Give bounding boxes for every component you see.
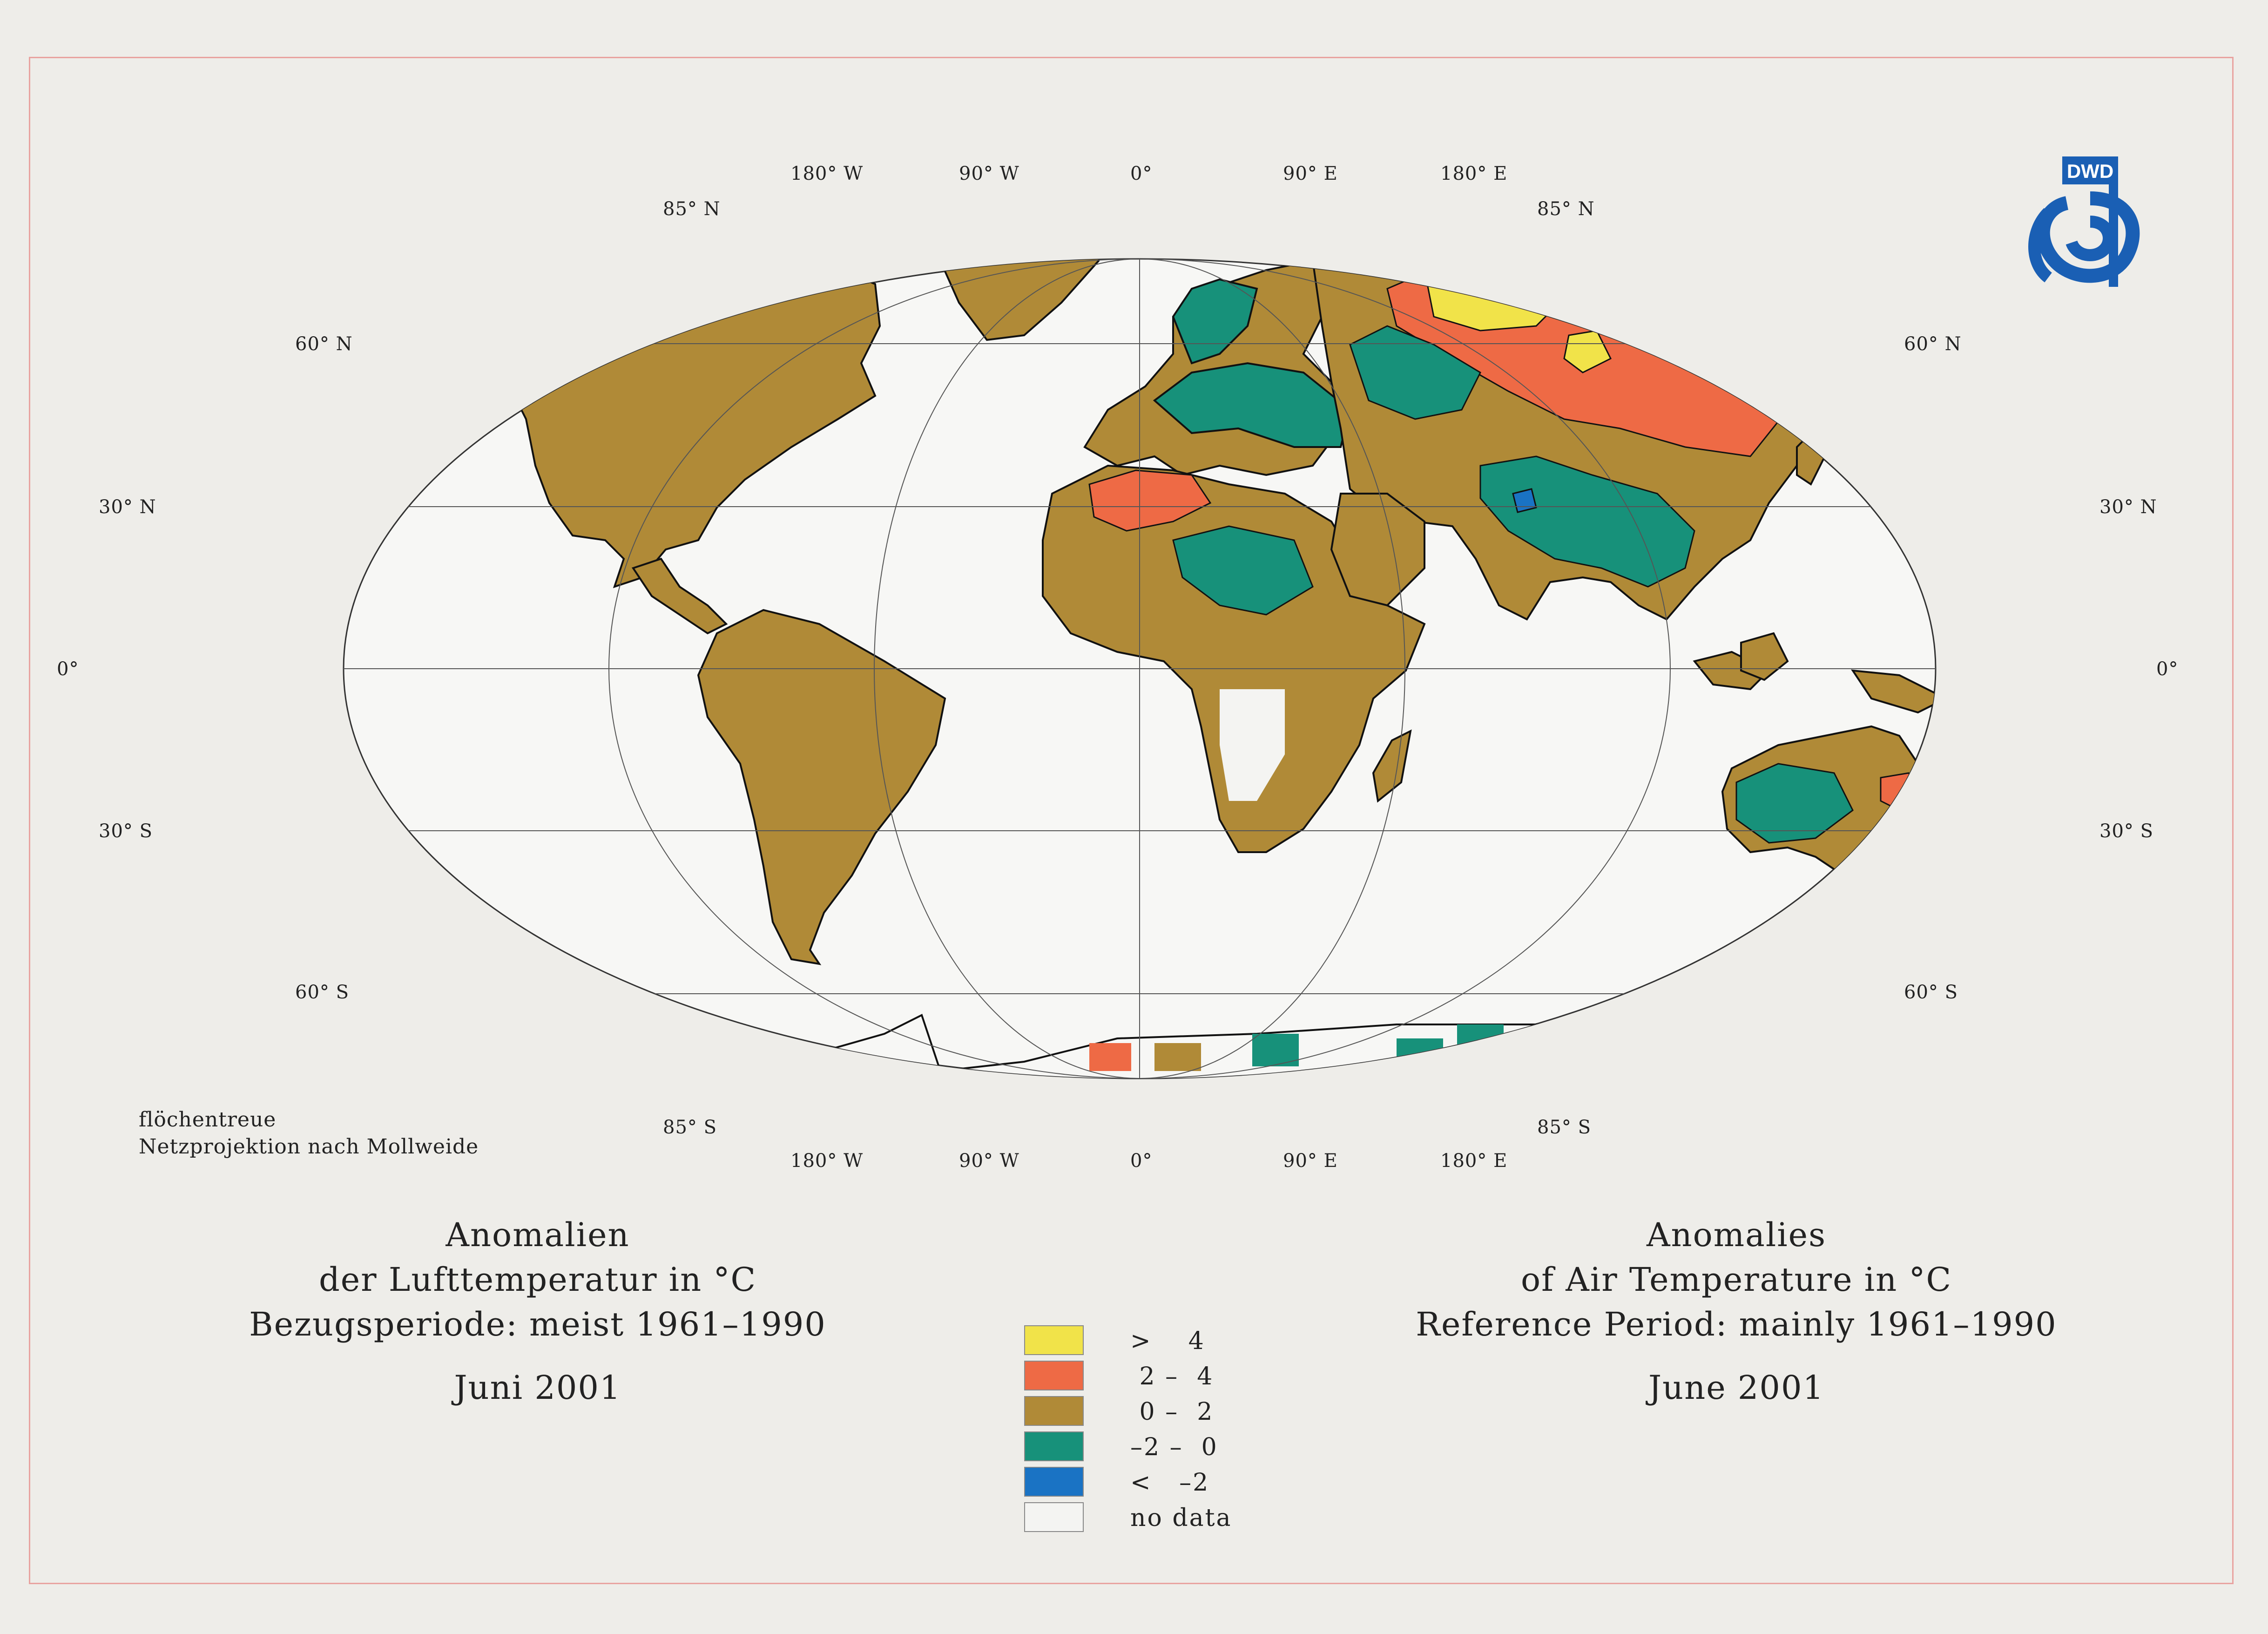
lat-label-left: 85° S xyxy=(663,1117,717,1138)
title-de-line3: Bezugsperiode: meist 1961–1990 xyxy=(196,1302,880,1347)
lon-label-bottom: 180° W xyxy=(790,1150,863,1172)
region-far-east-cool xyxy=(1713,289,1843,373)
legend-swatch xyxy=(1024,1431,1084,1461)
lat-label-left: 30° S xyxy=(99,820,153,842)
lon-label-top: 180° E xyxy=(1440,163,1507,184)
legend-swatch xyxy=(1024,1325,1084,1355)
legend-row: > 4 xyxy=(1024,1325,1285,1355)
lat-label-right: 60° N xyxy=(1904,333,1962,355)
lat-label-right: 30° N xyxy=(2099,496,2157,518)
region-antarctica-warm xyxy=(1089,1043,1131,1071)
legend-row: 0 – 2 xyxy=(1024,1396,1285,1426)
projection-note-line: Netzprojektion nach Mollweide xyxy=(139,1133,479,1160)
legend-label: no data xyxy=(1130,1504,1232,1532)
title-en-line3: Reference Period: mainly 1961–1990 xyxy=(1341,1302,2132,1347)
title-de-date: Juni 2001 xyxy=(196,1365,880,1410)
lat-label-right: 0° xyxy=(2156,658,2178,680)
graticule xyxy=(140,259,2140,1078)
land-new-zealand xyxy=(1918,857,1988,913)
logo-text: DWD xyxy=(2067,160,2113,182)
projection-note-line: flöchentreue xyxy=(139,1106,479,1133)
region-australia-warm xyxy=(1881,773,1923,810)
legend-swatch xyxy=(1024,1361,1084,1390)
region-antarctica-mild-2 xyxy=(1573,1062,1625,1094)
legend-label: > 4 xyxy=(1130,1327,1205,1355)
region-antarctica-mild-1 xyxy=(1154,1043,1201,1071)
title-german: Anomalien der Lufttemperatur in °C Bezug… xyxy=(196,1213,880,1410)
title-de-line2: der Lufttemperatur in °C xyxy=(196,1257,880,1302)
region-siberia-hot xyxy=(1424,256,1564,331)
legend-row: 2 – 4 xyxy=(1024,1361,1285,1390)
region-antarctica-cool-3 xyxy=(1457,1024,1504,1052)
lat-label-right: 30° S xyxy=(2099,820,2153,842)
title-english: Anomalies of Air Temperature in °C Refer… xyxy=(1341,1213,2132,1410)
lat-label-left: 60° S xyxy=(295,982,349,1003)
title-en-date: June 2001 xyxy=(1341,1365,2132,1410)
lat-label-left: 0° xyxy=(57,658,79,680)
lon-label-bottom: 180° E xyxy=(1440,1150,1507,1172)
legend-swatch xyxy=(1024,1467,1084,1497)
lat-label-right: 85° N xyxy=(1537,198,1595,220)
legend-label: 2 – 4 xyxy=(1130,1363,1214,1390)
legend-label: –2 – 0 xyxy=(1130,1433,1218,1461)
region-tibet-cold xyxy=(1513,489,1536,512)
lat-label-right: 85° S xyxy=(1537,1117,1591,1138)
lon-label-top: 90° E xyxy=(1283,163,1338,184)
lon-label-bottom: 90° E xyxy=(1283,1150,1338,1172)
dwd-logo-icon: DWD xyxy=(2020,156,2141,287)
legend-row: no data xyxy=(1024,1502,1285,1532)
legend-row: –2 – 0 xyxy=(1024,1431,1285,1461)
lon-label-top: 0° xyxy=(1130,163,1152,184)
lon-label-bottom: 90° W xyxy=(959,1150,1019,1172)
projection-note: flöchentreue Netzprojektion nach Mollwei… xyxy=(139,1106,479,1160)
title-de-line1: Anomalien xyxy=(196,1213,880,1257)
legend-swatch xyxy=(1024,1396,1084,1426)
legend-label: 0 – 2 xyxy=(1130,1398,1214,1426)
lat-label-left: 30° N xyxy=(99,496,156,518)
legend-label: < –2 xyxy=(1130,1469,1209,1497)
legend-swatch xyxy=(1024,1502,1084,1532)
lon-label-top: 90° W xyxy=(959,163,1019,184)
title-en-line2: of Air Temperature in °C xyxy=(1341,1257,2132,1302)
lon-label-top: 180° W xyxy=(790,163,863,184)
lat-label-left: 60° N xyxy=(295,333,353,355)
lat-label-left: 85° N xyxy=(663,198,721,220)
title-en-line1: Anomalies xyxy=(1341,1213,2132,1257)
lat-label-right: 60° S xyxy=(1904,982,1958,1003)
lon-label-bottom: 0° xyxy=(1130,1150,1152,1172)
legend-row: < –2 xyxy=(1024,1467,1285,1497)
